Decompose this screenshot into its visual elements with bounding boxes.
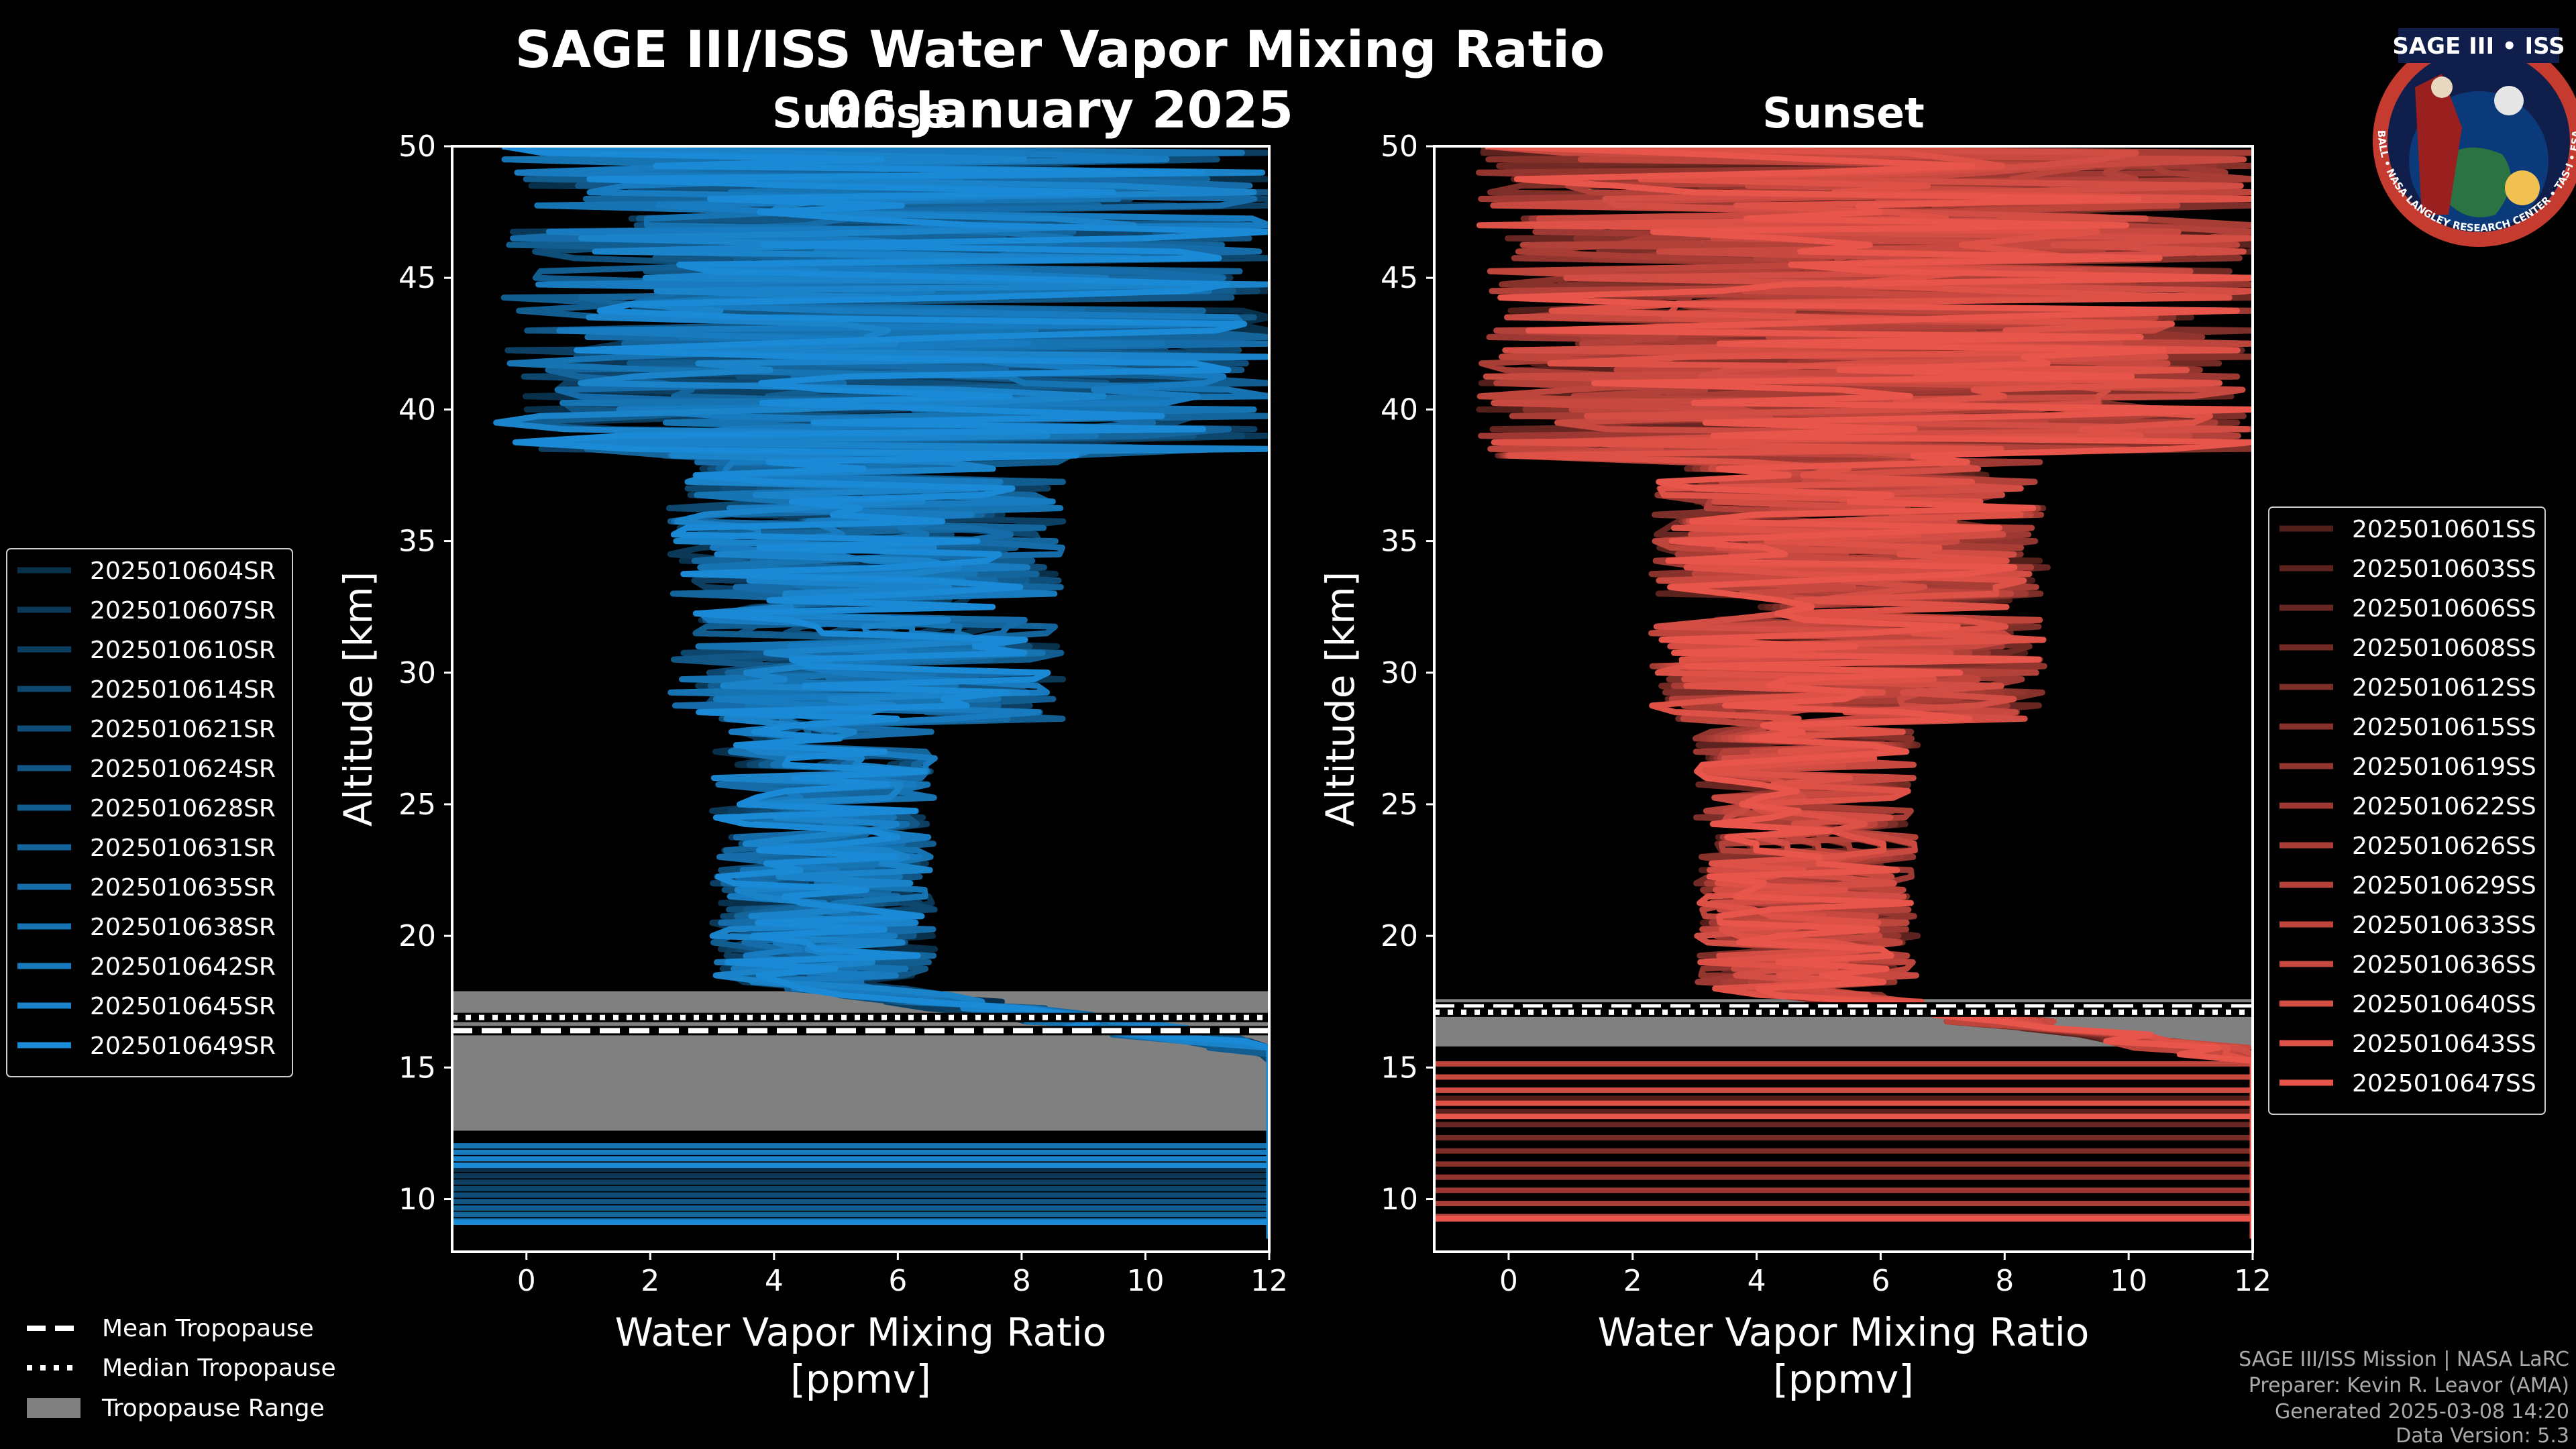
- y-axis-label: Altitude [km]: [1318, 572, 1363, 826]
- x-tick-label: 0: [1499, 1264, 1518, 1298]
- profile-line-2025010649SR: [502, 146, 1269, 1239]
- legend-entry: 2025010647SS: [2352, 1070, 2536, 1097]
- x-tick-label: 0: [517, 1264, 536, 1298]
- legend-entry: 2025010604SR: [90, 557, 276, 585]
- profile-line-2025010647SS: [1485, 146, 2253, 1239]
- legend-entry: 2025010603SS: [2352, 555, 2536, 583]
- y-tick-label: 45: [1381, 261, 1418, 295]
- y-tick-label: 30: [398, 656, 436, 690]
- y-tick-label: 50: [398, 129, 436, 164]
- y-axis-label: Altitude [km]: [335, 572, 381, 826]
- axes-frame: [1433, 145, 2254, 1253]
- legend-entry: 2025010638SR: [90, 914, 276, 941]
- legend-entry: 2025010636SS: [2352, 951, 2536, 979]
- figure-date: 06 January 2025: [826, 80, 1293, 140]
- legend-entry: 2025010633SS: [2352, 912, 2536, 939]
- y-tick-label: 10: [398, 1183, 436, 1217]
- x-tick-label: 2: [1623, 1264, 1642, 1298]
- legend-entry: 2025010612SS: [2352, 674, 2536, 702]
- sunset-legend: 2025010601SS 2025010603SS 2025010606SS 2025…: [2268, 506, 2546, 1115]
- figure-title: SAGE III/ISS Water Vapor Mixing Ratio: [515, 19, 1605, 79]
- axes-frame: [451, 145, 1271, 1253]
- x-tick-label: 6: [888, 1264, 907, 1298]
- y-tick-label: 25: [1381, 788, 1418, 822]
- legend-entry: 2025010631SR: [90, 835, 276, 862]
- legend-entry: 2025010606SS: [2352, 595, 2536, 623]
- credit-line-3: Generated 2025-03-08 14:20: [2275, 1400, 2569, 1424]
- sunset-panel-title: Sunset: [1762, 89, 1925, 138]
- x-tick-label: 6: [1871, 1264, 1890, 1298]
- legend-entry: 2025010610SR: [90, 637, 276, 664]
- legend-box: [6, 548, 293, 1077]
- credit-line-1: SAGE III/ISS Mission | NASA LaRC: [2239, 1348, 2569, 1371]
- x-tick-label: 12: [1250, 1264, 1288, 1298]
- sunrise-panel: 0 2 4 6 8 10 12 10 15 20 25 30 35 40 45 50 Water Vapor M…: [335, 129, 1288, 1402]
- legend-entry: 2025010640SS: [2352, 991, 2536, 1018]
- mean-tropopause-label: Mean Tropopause: [102, 1315, 314, 1342]
- x-tick-label: 10: [1126, 1264, 1164, 1298]
- x-axis-unit: [ppmv]: [790, 1356, 931, 1402]
- x-tick-label: 12: [2234, 1264, 2271, 1298]
- legend-entry: 2025010615SS: [2352, 714, 2536, 741]
- legend-entry: 2025010619SS: [2352, 753, 2536, 781]
- y-tick-label: 30: [1381, 656, 1418, 690]
- legend-entry: 2025010628SR: [90, 795, 276, 822]
- x-tick-label: 4: [1748, 1264, 1766, 1298]
- logo-title: SAGE III • ISS: [2392, 33, 2565, 60]
- legend-entry: 2025010608SS: [2352, 635, 2536, 662]
- legend-entry: 2025010601SS: [2352, 516, 2536, 543]
- y-tick-label: 45: [398, 261, 436, 295]
- sunset-panel: 0 2 4 6 8 10 12 10 15 20 25 30 35 40 45 50 Water Vapor M…: [1318, 129, 2271, 1402]
- y-tick-label: 25: [398, 788, 436, 822]
- y-tick-label: 20: [398, 919, 436, 953]
- legend-entry: 2025010629SS: [2352, 872, 2536, 900]
- tropopause-range-label: Tropopause Range: [101, 1395, 325, 1422]
- plot-area: [452, 146, 1269, 1239]
- sage-mission-logo: SAGE III • ISS BALL • NASA LANGLEY RESEA…: [2373, 28, 2576, 247]
- y-tick-label: 15: [1381, 1051, 1418, 1085]
- sunrise-panel-title: Sunrise: [772, 89, 949, 138]
- legend-entry: 2025010621SR: [90, 716, 276, 743]
- legend-entry: 2025010643SS: [2352, 1030, 2536, 1058]
- sunrise-legend: 2025010604SR 2025010607SR 2025010610SR 2025…: [6, 548, 293, 1077]
- legend-entry: 2025010635SR: [90, 874, 276, 902]
- legend-entry: 2025010645SR: [90, 993, 276, 1020]
- x-tick-label: 8: [1995, 1264, 2014, 1298]
- y-tick-label: 35: [398, 525, 436, 559]
- tropopause-range-swatch: [27, 1398, 80, 1418]
- legend-box: [2268, 506, 2546, 1115]
- legend-entry: 2025010622SS: [2352, 793, 2536, 820]
- profile-line-2025010645SR: [493, 146, 1269, 1239]
- x-tick-label: 10: [2110, 1264, 2147, 1298]
- legend-entry: 2025010607SR: [90, 597, 276, 625]
- legend-entry: 2025010642SR: [90, 953, 276, 981]
- x-axis-label: Water Vapor Mixing Ratio: [615, 1309, 1107, 1355]
- legend-entry: 2025010614SR: [90, 676, 276, 704]
- y-tick-label: 40: [1381, 392, 1418, 427]
- y-tick-label: 40: [398, 392, 436, 427]
- credit-line-4: Data Version: 5.3: [2396, 1424, 2569, 1448]
- x-axis-unit: [ppmv]: [1773, 1356, 1914, 1402]
- tropopause-legend: Mean Tropopause Median Tropopause Tropop…: [27, 1315, 336, 1422]
- x-axis-label: Water Vapor Mixing Ratio: [1598, 1309, 2090, 1355]
- y-tick-label: 50: [1381, 129, 1418, 164]
- tropopause-range-band: [452, 991, 1269, 1131]
- profile-line-2025010642SR: [502, 146, 1269, 1239]
- median-tropopause-label: Median Tropopause: [102, 1354, 336, 1382]
- y-tick-label: 35: [1381, 525, 1418, 559]
- credit-line-2: Preparer: Kevin R. Leavor (AMA): [2249, 1374, 2569, 1397]
- y-tick-label: 20: [1381, 919, 1418, 953]
- y-tick-label: 10: [1381, 1183, 1418, 1217]
- legend-entry: 2025010624SR: [90, 755, 276, 783]
- legend-entry: 2025010649SR: [90, 1032, 276, 1060]
- x-tick-label: 8: [1012, 1264, 1031, 1298]
- credits: SAGE III/ISS Mission | NASA LaRC Prepare…: [2239, 1348, 2569, 1448]
- plot-area: [1434, 146, 2253, 1239]
- x-tick-label: 4: [765, 1264, 784, 1298]
- x-tick-label: 2: [641, 1264, 659, 1298]
- legend-entry: 2025010626SS: [2352, 833, 2536, 860]
- y-tick-label: 15: [398, 1051, 436, 1085]
